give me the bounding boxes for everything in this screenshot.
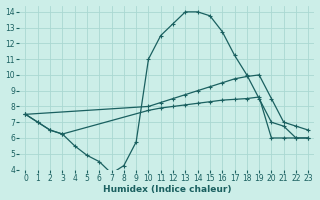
- X-axis label: Humidex (Indice chaleur): Humidex (Indice chaleur): [103, 185, 231, 194]
